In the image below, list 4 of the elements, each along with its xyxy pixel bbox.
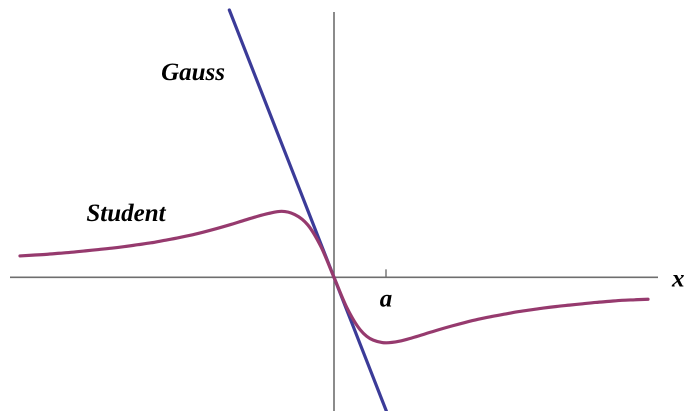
series-label: Student <box>86 200 167 227</box>
annotation: a <box>380 285 392 312</box>
series-label: Gauss <box>161 59 225 86</box>
x-axis-title: x <box>671 265 684 292</box>
